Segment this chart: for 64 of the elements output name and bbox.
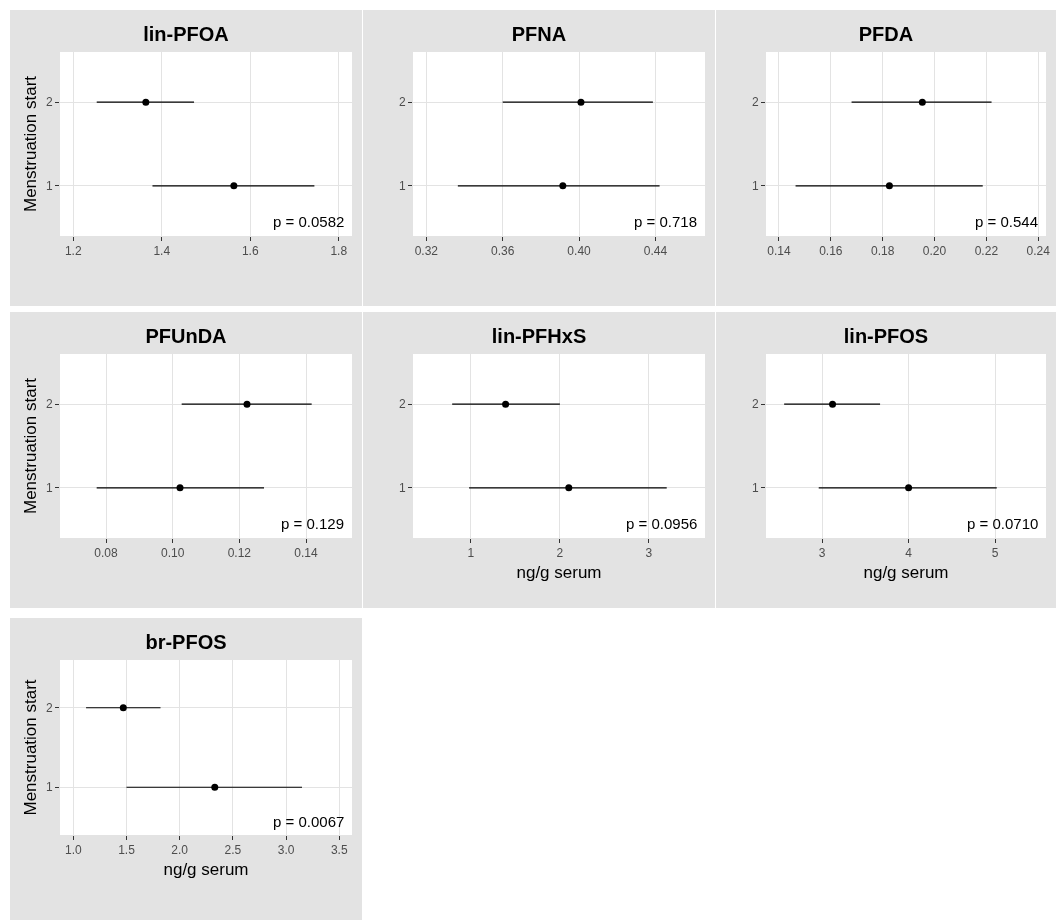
x-tick-label: 0.22 <box>974 244 999 259</box>
y-tick-label: 2 <box>398 95 406 110</box>
y-tick-label: 2 <box>398 397 406 412</box>
annotation: p = 0.0067 <box>273 813 345 830</box>
annotation: p = 0.718 <box>634 213 697 230</box>
annotation: p = 0.129 <box>281 515 344 532</box>
x-tick-label: 1.6 <box>241 244 259 259</box>
x-tick-label: 1 <box>467 546 475 561</box>
y-tick-label: 1 <box>751 179 759 194</box>
x-tick-label: 0.24 <box>1026 244 1051 259</box>
x-tick-label: 5 <box>991 546 999 561</box>
x-tick-label: 1.4 <box>153 244 171 259</box>
x-axis-title: ng/g serum <box>516 562 602 582</box>
x-tick-label: 0.18 <box>870 244 895 259</box>
x-tick-label: 1.2 <box>64 244 82 259</box>
x-tick-label: 3 <box>645 546 653 561</box>
x-tick-label: 3 <box>818 546 826 561</box>
x-tick-label: 0.08 <box>94 546 118 561</box>
x-tick-label: 0.14 <box>294 546 318 561</box>
y-axis-title: Menstruation start <box>21 377 41 515</box>
x-tick-label: 2.5 <box>224 843 242 858</box>
x-tick-label: 1.0 <box>64 843 82 858</box>
x-tick-label: 1.8 <box>330 244 348 259</box>
x-tick-label: 1.5 <box>118 843 136 858</box>
x-tick-label: 2 <box>556 546 564 561</box>
x-tick-label: 0.32 <box>414 244 439 259</box>
x-tick-label: 0.36 <box>491 244 515 259</box>
chart-title: PFNA <box>511 23 567 45</box>
y-axis-title: Menstruation start <box>21 75 41 213</box>
chart-title: lin-PFOS <box>843 325 929 347</box>
chart-title: lin-PFOA <box>143 23 229 45</box>
annotation: p = 0.0710 <box>967 515 1039 532</box>
annotation: p = 0.0582 <box>273 213 345 230</box>
x-tick-label: 0.10 <box>160 546 185 561</box>
x-tick-label: 4 <box>905 546 913 561</box>
x-tick-label: 0.14 <box>767 244 791 259</box>
x-tick-label: 0.40 <box>567 244 592 259</box>
y-tick-label: 1 <box>751 481 759 496</box>
chart-title: PFDA <box>858 23 914 45</box>
x-axis-title: ng/g serum <box>863 562 949 582</box>
y-tick-label: 1 <box>398 481 406 496</box>
y-tick-label: 2 <box>45 397 53 412</box>
chart-title: lin-PFHxS <box>491 325 587 347</box>
annotation: p = 0.0956 <box>626 515 698 532</box>
chart-title: PFUnDA <box>145 325 227 347</box>
x-tick-label: 0.20 <box>922 244 947 259</box>
y-tick-label: 1 <box>45 179 53 194</box>
chart-title: br-PFOS <box>145 631 227 653</box>
y-axis-title: Menstruation start <box>21 679 41 816</box>
x-tick-label: 3.0 <box>277 843 295 858</box>
y-tick-label: 2 <box>751 397 759 412</box>
y-tick-label: 2 <box>751 95 759 110</box>
x-tick-label: 0.44 <box>643 244 668 259</box>
x-tick-label: 0.16 <box>819 244 843 259</box>
x-tick-label: 3.5 <box>330 843 348 858</box>
y-tick-label: 1 <box>398 179 406 194</box>
y-tick-label: 2 <box>45 700 53 715</box>
x-tick-label: 0.12 <box>227 546 252 561</box>
x-tick-label: 2.0 <box>171 843 189 858</box>
y-tick-label: 1 <box>45 481 53 496</box>
y-tick-label: 2 <box>45 95 53 110</box>
x-axis-title: ng/g serum <box>163 859 249 879</box>
y-tick-label: 1 <box>45 780 53 795</box>
annotation: p = 0.544 <box>975 213 1038 230</box>
